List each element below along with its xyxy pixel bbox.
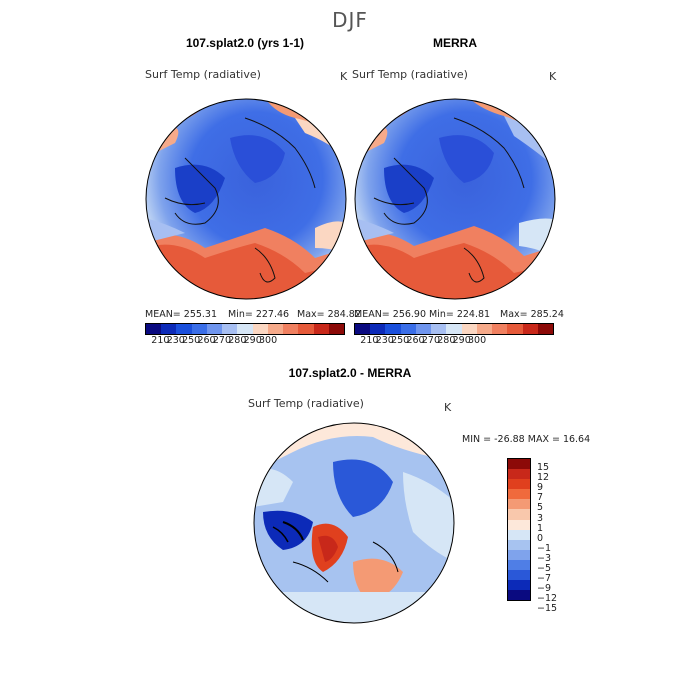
colorbar-swatch [267, 324, 284, 334]
season-title: DJF [332, 8, 368, 32]
diff-panel-min-max: MIN = -26.88 MAX = 16.64 [462, 434, 591, 445]
colorbar-tick-label: 3 [537, 512, 544, 524]
colorbar-tick-label: 12 [537, 472, 550, 484]
colorbar-swatch [508, 529, 530, 540]
colorbar-tick-label: 300 [258, 335, 278, 346]
colorbar-swatch [400, 324, 416, 334]
colorbar-swatch [252, 324, 268, 334]
panel-2-units: K [549, 70, 557, 83]
colorbar-tick-label: 270 [421, 335, 440, 346]
colorbar-swatch [415, 324, 432, 334]
diff-panel-units: K [444, 401, 452, 414]
colorbar-swatch [537, 324, 554, 334]
colorbar-tick-label: 260 [406, 335, 425, 346]
colorbar-tick-label: 5 [537, 502, 544, 514]
colorbar-tick-label: 260 [197, 335, 216, 346]
panel-1-mean: MEAN= 255.31 [145, 309, 218, 320]
colorbar-swatch [508, 590, 530, 601]
panel-2-colorbar: 210 230 250 260 270 280 290 300 [354, 323, 554, 347]
colorbar-swatch [507, 324, 523, 334]
colorbar-tick-label: 1 [537, 522, 544, 534]
colorbar-swatch [508, 539, 530, 550]
colorbar-swatch [508, 489, 530, 500]
colorbar-swatch [161, 324, 177, 334]
colorbar-swatch [461, 324, 477, 334]
colorbar-swatch [370, 324, 386, 334]
colorbar-tick-label: 210 [151, 335, 170, 346]
colorbar-tick-label: 300 [467, 335, 487, 346]
colorbar-tick-label: 280 [228, 335, 247, 346]
colorbar-swatch [446, 324, 462, 334]
colorbar-swatch [508, 459, 530, 470]
diff-panel-title: 107.splat2.0 - MERRA [288, 366, 412, 380]
colorbar-tick-label: 230 [375, 335, 394, 346]
colorbar-swatch [508, 559, 530, 571]
colorbar-tick-label: 250 [391, 335, 410, 346]
colorbar-swatch [206, 324, 223, 334]
colorbar-swatch [492, 324, 508, 334]
colorbar-tick-label: −1 [537, 542, 552, 554]
diff-panel-colorbar [507, 458, 531, 602]
colorbar-swatch [237, 324, 253, 334]
colorbar-swatch [508, 570, 530, 581]
colorbar-tick-label: −7 [537, 573, 552, 585]
panel-2-max: Max= 285.24 [500, 309, 564, 320]
panel-2-polar-map [354, 98, 556, 300]
colorbar-tick-label: −3 [537, 552, 552, 564]
colorbar-tick-label: 9 [537, 482, 544, 494]
colorbar-swatch [328, 324, 345, 334]
colorbar-tick-label: 290 [452, 335, 471, 346]
colorbar-tick-label: 0 [537, 532, 544, 544]
colorbar-swatch [508, 469, 530, 480]
colorbar-tick-label: −15 [537, 603, 558, 615]
colorbar-swatch [508, 519, 530, 530]
panel-1-title: 107.splat2.0 (yrs 1-1) [185, 36, 305, 50]
colorbar-tick-label: 250 [182, 335, 201, 346]
panel-1-polar-map [145, 98, 347, 300]
colorbar-swatch [191, 324, 207, 334]
colorbar-swatch [146, 324, 162, 334]
panel-1-variable: Surf Temp (radiative) [145, 68, 261, 81]
colorbar-swatch [222, 324, 238, 334]
colorbar-tick-label: 280 [437, 335, 456, 346]
colorbar-swatch [176, 324, 192, 334]
diff-panel-polar-map [253, 422, 455, 624]
colorbar-tick-label: −9 [537, 583, 552, 595]
colorbar-tick-label: 210 [360, 335, 379, 346]
colorbar-swatch [508, 499, 530, 510]
panel-2-title: MERRA [433, 36, 477, 50]
colorbar-swatch [431, 324, 447, 334]
colorbar-swatch [385, 324, 401, 334]
colorbar-swatch [522, 324, 538, 334]
colorbar-tick-label: −12 [537, 593, 558, 605]
colorbar-tick-label: 290 [243, 335, 262, 346]
colorbar-tick-label: 230 [166, 335, 185, 346]
colorbar-tick-label: 15 [537, 462, 550, 473]
colorbar-swatch [355, 324, 371, 334]
panel-2-min: Min= 224.81 [429, 309, 491, 320]
panel-2-variable: Surf Temp (radiative) [352, 68, 468, 81]
colorbar-swatch [508, 509, 530, 520]
panel-1-units: K [340, 70, 348, 83]
colorbar-swatch [313, 324, 329, 334]
colorbar-tick-label: −5 [537, 563, 552, 574]
panel-2-mean: MEAN= 256.90 [354, 309, 427, 320]
colorbar-swatch [298, 324, 314, 334]
colorbar-tick-label: 7 [537, 492, 544, 504]
panel-1-min: Min= 227.46 [228, 309, 290, 320]
colorbar-swatch [283, 324, 299, 334]
colorbar-tick-label: 270 [212, 335, 231, 346]
panel-1-max: Max= 284.82 [297, 309, 361, 320]
diff-panel-variable: Surf Temp (radiative) [248, 397, 364, 410]
colorbar-swatch [508, 479, 530, 490]
colorbar-swatch [508, 580, 530, 591]
panel-1-colorbar: 210 230 250 260 270 280 290 300 [145, 323, 345, 347]
colorbar-swatch [508, 549, 530, 560]
colorbar-swatch [476, 324, 493, 334]
diff-colorbar-ticks: 15 12 9 7 5 3 1 0 −1 −3 −5 −7 −9 −12 −15 [537, 458, 577, 623]
